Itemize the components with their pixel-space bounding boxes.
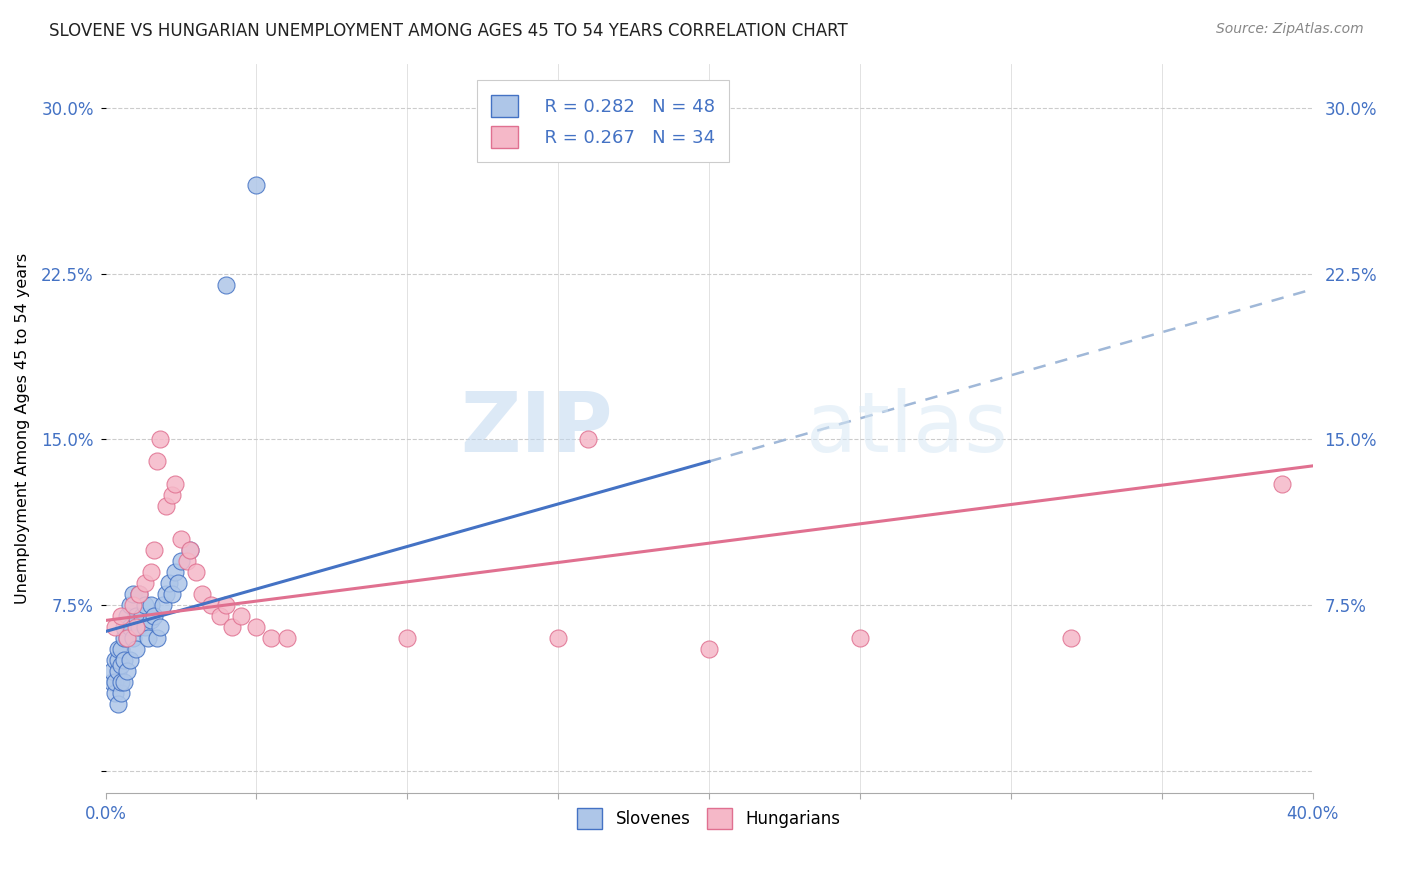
Point xyxy=(104,675,127,690)
Point xyxy=(697,642,720,657)
Text: ZIP: ZIP xyxy=(460,388,613,469)
Legend: Slovenes, Hungarians: Slovenes, Hungarians xyxy=(571,802,848,835)
Point xyxy=(163,476,186,491)
Point xyxy=(163,565,186,579)
Point xyxy=(121,587,143,601)
Point xyxy=(107,653,129,667)
Point xyxy=(1060,631,1083,645)
Point xyxy=(157,575,180,590)
Point xyxy=(115,664,138,678)
Y-axis label: Unemployment Among Ages 45 to 54 years: Unemployment Among Ages 45 to 54 years xyxy=(15,252,30,604)
Point xyxy=(260,631,283,645)
Point xyxy=(179,542,201,557)
Point xyxy=(115,631,138,645)
Point xyxy=(142,542,165,557)
Point xyxy=(849,631,872,645)
Point xyxy=(245,178,267,193)
Point xyxy=(118,598,141,612)
Point xyxy=(146,631,169,645)
Point xyxy=(110,657,132,672)
Point xyxy=(170,532,193,546)
Point xyxy=(112,675,135,690)
Point xyxy=(396,631,419,645)
Point xyxy=(104,620,127,634)
Point xyxy=(149,433,172,447)
Point xyxy=(139,565,162,579)
Point xyxy=(112,631,135,645)
Point xyxy=(121,631,143,645)
Point xyxy=(231,609,253,624)
Point xyxy=(1271,476,1294,491)
Point xyxy=(142,609,165,624)
Point xyxy=(110,609,132,624)
Point xyxy=(104,686,127,700)
Point xyxy=(121,598,143,612)
Point xyxy=(112,653,135,667)
Point xyxy=(576,433,599,447)
Point xyxy=(149,620,172,634)
Point xyxy=(112,620,135,634)
Point xyxy=(115,631,138,645)
Point xyxy=(110,675,132,690)
Point xyxy=(215,598,238,612)
Text: Source: ZipAtlas.com: Source: ZipAtlas.com xyxy=(1216,22,1364,37)
Point xyxy=(139,614,162,628)
Text: SLOVENE VS HUNGARIAN UNEMPLOYMENT AMONG AGES 45 TO 54 YEARS CORRELATION CHART: SLOVENE VS HUNGARIAN UNEMPLOYMENT AMONG … xyxy=(49,22,848,40)
Point xyxy=(107,664,129,678)
Point xyxy=(200,598,222,612)
Point xyxy=(128,587,150,601)
Point xyxy=(110,642,132,657)
Point xyxy=(215,277,238,292)
Point xyxy=(170,554,193,568)
Point xyxy=(107,642,129,657)
Point xyxy=(115,609,138,624)
Point xyxy=(125,620,148,634)
Point xyxy=(160,587,183,601)
Point xyxy=(167,575,190,590)
Point xyxy=(118,620,141,634)
Point xyxy=(160,487,183,501)
Point xyxy=(152,598,174,612)
Point xyxy=(155,587,177,601)
Point xyxy=(110,686,132,700)
Point xyxy=(100,664,122,678)
Point xyxy=(118,653,141,667)
Point xyxy=(128,587,150,601)
Point xyxy=(128,620,150,634)
Point xyxy=(179,542,201,557)
Point xyxy=(245,620,267,634)
Point xyxy=(125,609,148,624)
Point xyxy=(131,609,153,624)
Point xyxy=(107,698,129,712)
Point xyxy=(209,609,232,624)
Point xyxy=(146,454,169,468)
Point xyxy=(134,598,156,612)
Point xyxy=(176,554,198,568)
Point xyxy=(184,565,207,579)
Point xyxy=(134,620,156,634)
Point xyxy=(547,631,569,645)
Point xyxy=(191,587,214,601)
Point xyxy=(276,631,298,645)
Point xyxy=(134,575,156,590)
Point xyxy=(136,631,159,645)
Point xyxy=(125,642,148,657)
Point xyxy=(104,653,127,667)
Point xyxy=(155,499,177,513)
Text: atlas: atlas xyxy=(806,388,1007,469)
Point xyxy=(139,598,162,612)
Point xyxy=(221,620,243,634)
Point xyxy=(100,675,122,690)
